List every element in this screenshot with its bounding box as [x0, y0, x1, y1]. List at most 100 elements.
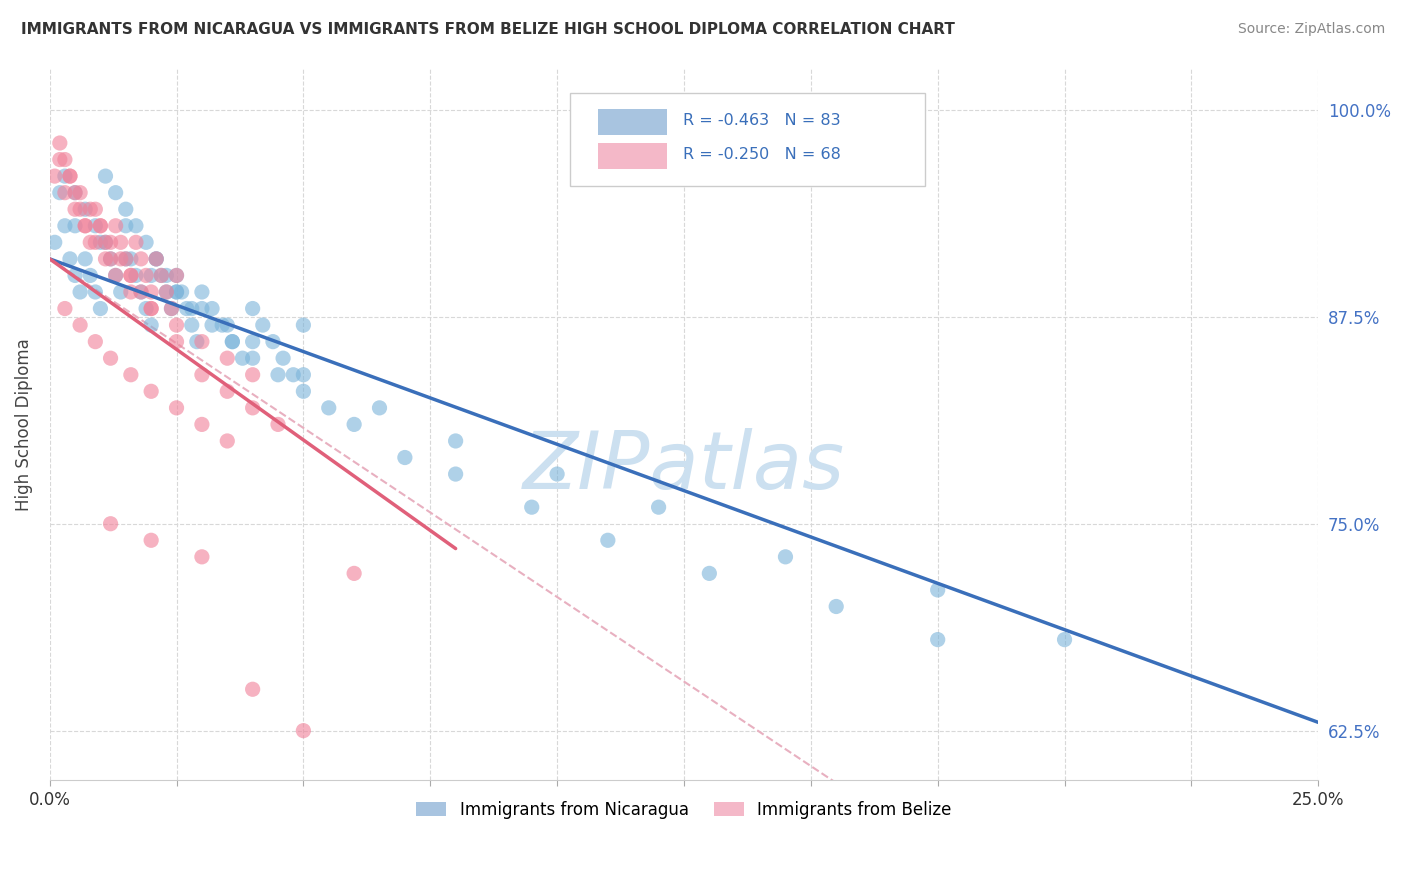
- Point: [100, 252, 122, 266]
- Point: [271, 351, 294, 366]
- Bar: [598, 109, 668, 135]
- Point: [104, 268, 127, 283]
- Point: [69, 285, 91, 299]
- Point: [63, 186, 86, 200]
- Point: [104, 186, 127, 200]
- Point: [262, 334, 284, 349]
- Point: [825, 599, 848, 614]
- Point: [84, 334, 107, 349]
- Point: [267, 417, 290, 432]
- Point: [135, 301, 157, 316]
- Point: [217, 434, 239, 448]
- Point: [59, 169, 82, 183]
- Point: [53, 153, 76, 167]
- Point: [141, 285, 163, 299]
- Point: [53, 301, 76, 316]
- Point: [166, 268, 188, 283]
- Text: R = -0.463   N = 83: R = -0.463 N = 83: [683, 113, 841, 128]
- Text: Source: ZipAtlas.com: Source: ZipAtlas.com: [1237, 22, 1385, 37]
- Point: [53, 169, 76, 183]
- Point: [44, 235, 66, 250]
- Point: [267, 368, 290, 382]
- Point: [150, 268, 173, 283]
- Point: [69, 186, 91, 200]
- Point: [283, 368, 305, 382]
- Text: IMMIGRANTS FROM NICARAGUA VS IMMIGRANTS FROM BELIZE HIGH SCHOOL DIPLOMA CORRELAT: IMMIGRANTS FROM NICARAGUA VS IMMIGRANTS …: [21, 22, 955, 37]
- Point: [292, 384, 315, 399]
- Point: [104, 219, 127, 233]
- Point: [170, 285, 193, 299]
- Point: [176, 301, 198, 316]
- Point: [520, 500, 543, 515]
- Point: [596, 533, 619, 548]
- Point: [180, 318, 202, 332]
- Point: [79, 235, 101, 250]
- Point: [69, 318, 91, 332]
- Point: [84, 202, 107, 217]
- Point: [89, 301, 111, 316]
- Point: [217, 318, 239, 332]
- Point: [100, 252, 122, 266]
- Point: [94, 235, 117, 250]
- Point: [94, 169, 117, 183]
- Point: [343, 417, 366, 432]
- Point: [120, 285, 142, 299]
- Point: [141, 301, 163, 316]
- Point: [110, 235, 132, 250]
- Point: [84, 235, 107, 250]
- Point: [100, 235, 122, 250]
- Point: [89, 219, 111, 233]
- Point: [292, 368, 315, 382]
- Point: [221, 334, 243, 349]
- Point: [166, 285, 188, 299]
- Point: [135, 235, 157, 250]
- Point: [79, 202, 101, 217]
- Point: [145, 252, 167, 266]
- Point: [927, 582, 949, 597]
- Point: [63, 202, 86, 217]
- Point: [53, 186, 76, 200]
- Point: [191, 417, 214, 432]
- Point: [135, 268, 157, 283]
- Point: [927, 632, 949, 647]
- Point: [201, 301, 224, 316]
- Point: [191, 301, 214, 316]
- Point: [1053, 632, 1076, 647]
- Point: [44, 169, 66, 183]
- Bar: [598, 144, 668, 169]
- Point: [444, 434, 467, 448]
- FancyBboxPatch shape: [569, 94, 925, 186]
- Point: [125, 268, 148, 283]
- Y-axis label: High School Diploma: High School Diploma: [15, 338, 32, 511]
- Point: [150, 268, 173, 283]
- Point: [343, 566, 366, 581]
- Point: [186, 334, 208, 349]
- Point: [114, 202, 136, 217]
- Text: R = -0.250   N = 68: R = -0.250 N = 68: [683, 147, 841, 162]
- Point: [546, 467, 568, 481]
- Point: [89, 219, 111, 233]
- Legend: Immigrants from Nicaragua, Immigrants from Belize: Immigrants from Nicaragua, Immigrants fr…: [409, 794, 957, 825]
- Point: [59, 169, 82, 183]
- Point: [242, 368, 264, 382]
- Point: [160, 301, 183, 316]
- Point: [100, 516, 122, 531]
- Point: [84, 285, 107, 299]
- Point: [75, 219, 97, 233]
- Point: [775, 549, 797, 564]
- Point: [394, 450, 416, 465]
- Point: [901, 856, 924, 871]
- Point: [166, 334, 188, 349]
- Point: [647, 500, 669, 515]
- Point: [69, 202, 91, 217]
- Point: [318, 401, 340, 415]
- Point: [129, 252, 152, 266]
- Point: [141, 301, 163, 316]
- Point: [49, 186, 72, 200]
- Point: [63, 219, 86, 233]
- Point: [49, 136, 72, 150]
- Point: [49, 153, 72, 167]
- Point: [104, 268, 127, 283]
- Point: [141, 533, 163, 548]
- Point: [252, 318, 274, 332]
